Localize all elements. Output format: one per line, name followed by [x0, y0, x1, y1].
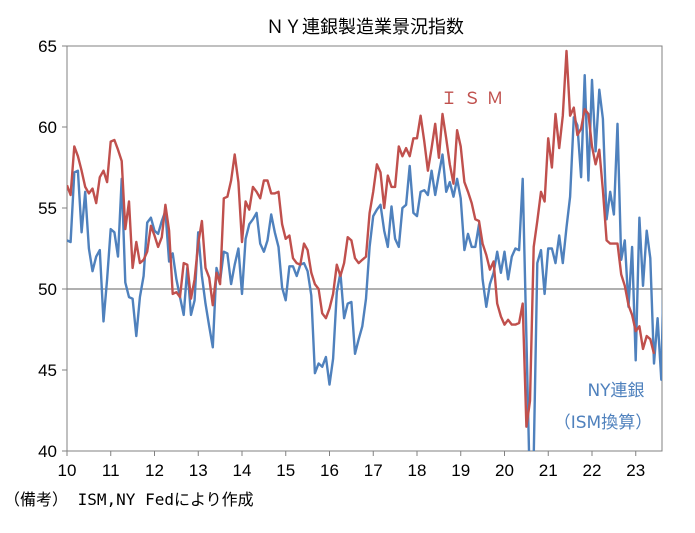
ism-series-label: ＩＳＭ: [441, 89, 510, 109]
y-tick-label: 65: [38, 37, 57, 56]
chart-title: ＮＹ連銀製造業景況指数: [266, 17, 464, 38]
ny-series-label-line1: NY連銀: [587, 381, 644, 401]
x-tick-label: 15: [276, 461, 295, 480]
x-tick-label: 12: [145, 461, 164, 480]
y-axis-ticks: 40 45 50 55 60 65: [38, 37, 67, 461]
ny-series-label-line2: （ISM換算）: [554, 413, 652, 433]
x-tick-label: 11: [102, 461, 120, 480]
ism-series-line: [67, 49, 656, 428]
footer-note: （備考） ISM,NY Fedにより作成: [4, 490, 254, 509]
x-tick-label: 21: [539, 461, 558, 480]
x-tick-label: 23: [626, 461, 645, 480]
x-tick-label: 14: [233, 461, 252, 480]
y-tick-label: 45: [38, 361, 57, 380]
y-tick-label: 55: [38, 199, 57, 218]
x-tick-label: 18: [408, 461, 427, 480]
x-tick-label: 22: [583, 461, 602, 480]
y-tick-label: 40: [38, 442, 57, 461]
x-tick-label: 17: [364, 461, 383, 480]
y-tick-label: 60: [38, 118, 57, 137]
y-tick-label: 50: [38, 280, 57, 299]
x-tick-label: 10: [58, 461, 77, 480]
plot-frame: [66, 45, 663, 452]
x-axis-ticks: 10 11 12 13 14 15 16 17 18 19 20 21 22 23: [58, 451, 645, 480]
x-tick-label: 16: [320, 461, 339, 480]
plot-axes: [66, 45, 663, 452]
series-lines: [67, 49, 662, 451]
x-tick-label: 20: [495, 461, 514, 480]
x-tick-label: 13: [189, 461, 208, 480]
x-tick-label: 19: [451, 461, 470, 480]
